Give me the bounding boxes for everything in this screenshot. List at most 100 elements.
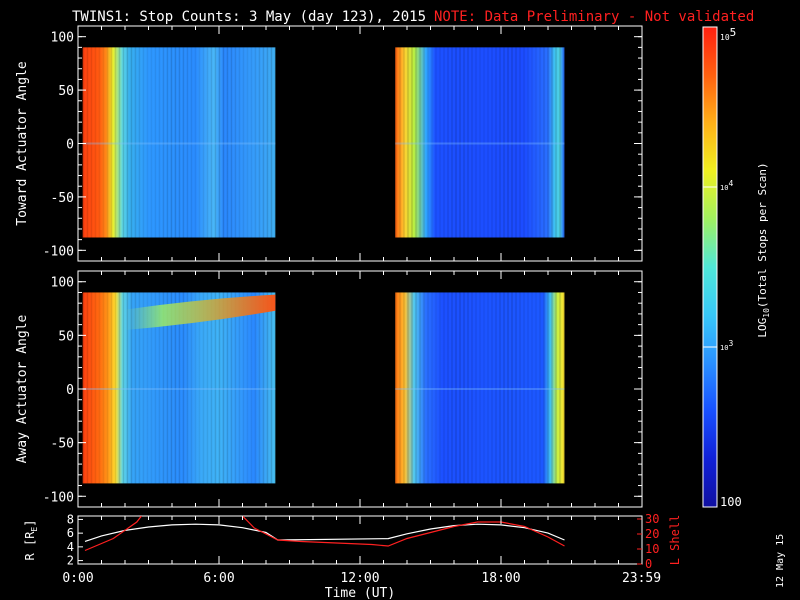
colorbar-top-label: 105 (720, 26, 736, 42)
panel-orbit-lines (84, 516, 565, 552)
orbit-xtick-label: 12:00 (340, 571, 379, 586)
orbit-left-tick-label: 2 (67, 554, 74, 568)
heatmap-stripe (479, 47, 481, 238)
heatmap-stripe (118, 47, 121, 238)
heatmap-stripe (515, 292, 517, 484)
heatmap-stripe (178, 47, 181, 238)
heatmap-stripe (455, 292, 457, 484)
ytick-label-away: -50 (51, 437, 74, 452)
heatmap-stripe (210, 47, 213, 238)
heatmap-stripe (94, 292, 97, 484)
heatmap-stripe (519, 292, 521, 484)
heatmap-stripe (258, 47, 261, 238)
orbit-left-ylabel-main: R [R (23, 531, 37, 561)
heatmap-stripe (475, 47, 477, 238)
panel-away-ticks: 100 50 0 -50 -100 (43, 271, 643, 507)
heatmap-stripe (162, 292, 165, 484)
heatmap-stripe (403, 47, 405, 238)
heatmap-stripe (182, 292, 185, 484)
heatmap-stripe (463, 47, 465, 238)
heatmap-stripe (479, 292, 481, 484)
chart-note: NOTE: Data Preliminary - Not validated (434, 9, 754, 25)
heatmap-stripe (230, 47, 233, 238)
colorbar-low-label: 103 (720, 339, 733, 352)
colorbar-mid-base: 10 (720, 184, 728, 192)
heatmap-stripe (206, 292, 209, 484)
colorbar-low-base: 10 (720, 344, 728, 352)
heatmap-stripe (114, 47, 117, 238)
heatmap-stripe (543, 292, 545, 484)
heatmap-stripe (563, 292, 565, 484)
heatmap-stripe (423, 292, 425, 484)
heatmap-stripe (214, 292, 217, 484)
heatmap-stripe (134, 292, 137, 484)
heatmap-stripe (427, 292, 429, 484)
heatmap-block-toward-0 (82, 47, 276, 238)
heatmap-stripe (98, 292, 101, 484)
heatmap-stripe (491, 47, 493, 238)
heatmap-stripe (411, 292, 413, 484)
heatmap-stripe (170, 292, 173, 484)
heatmap-stripe (98, 47, 101, 238)
heatmap-stripe (427, 47, 429, 238)
heatmap-stripe (234, 47, 237, 238)
heatmap-stripe (403, 292, 405, 484)
heatmap-stripe (234, 292, 237, 484)
heatmap-stripe (210, 292, 213, 484)
heatmap-stripe (246, 292, 249, 484)
heatmap-stripe (535, 292, 537, 484)
heatmap-stripe (186, 47, 189, 238)
heatmap-stripe (447, 47, 449, 238)
colorbar-axis-sub: 10 (762, 308, 771, 318)
heatmap-stripe (511, 47, 513, 238)
heatmap-stripe (491, 292, 493, 484)
heatmap-stripe (90, 292, 93, 484)
heatmap-stripe (551, 47, 553, 238)
heatmap-stripe (487, 47, 489, 238)
heatmap-stripe (242, 292, 245, 484)
chart-title: TWINS1: Stop Counts: 3 May (day 123), 20… (72, 9, 426, 25)
heatmap-stripe (499, 292, 501, 484)
heatmap-stripe (507, 47, 509, 238)
heatmap-stripe (82, 47, 85, 238)
heatmap-stripe (559, 292, 561, 484)
heatmap-stripe (158, 292, 161, 484)
heatmap-stripe (547, 292, 549, 484)
heatmap-stripe (563, 47, 565, 238)
heatmap-stripe (106, 292, 109, 484)
heatmap-stripe (451, 47, 453, 238)
heatmap-block-away-1 (395, 292, 565, 484)
heatmap-stripe (166, 47, 169, 238)
heatmap-stripe (399, 47, 401, 238)
heatmap-stripe (270, 292, 273, 484)
ytick-label-toward: 50 (58, 84, 74, 99)
colorbar-mid-exp: 4 (728, 179, 733, 188)
colorbar-gradient (702, 26, 718, 508)
heatmap-stripe (250, 47, 253, 238)
heatmap-stripe (254, 47, 257, 238)
heatmap-stripe (523, 47, 525, 238)
heatmap-stripe (174, 292, 177, 484)
orbit-right-tick-label: 20 (645, 527, 659, 541)
heatmap-stripe (126, 47, 129, 238)
heatmap-stripe (419, 47, 421, 238)
heatmap-stripe (178, 292, 181, 484)
heatmap-stripe (274, 47, 277, 238)
heatmap-stripe (459, 47, 461, 238)
heatmap-stripe (198, 292, 201, 484)
ytick-label-away: 100 (51, 276, 74, 291)
heatmap-stripe (150, 292, 153, 484)
heatmap-stripe (455, 47, 457, 238)
colorbar-top-exp: 5 (730, 26, 737, 39)
orbit-xtick-label: 18:00 (481, 571, 520, 586)
heatmap-stripe (154, 47, 157, 238)
heatmap-stripe (519, 47, 521, 238)
heatmap-stripe (515, 47, 517, 238)
heatmap-stripe (270, 47, 273, 238)
heatmap-stripe (431, 292, 433, 484)
heatmap-stripe (535, 47, 537, 238)
heatmap-stripe (503, 47, 505, 238)
heatmap-stripe (511, 292, 513, 484)
heatmap-stripe (146, 292, 149, 484)
orbit-left-ylabel: R [RE] (23, 520, 39, 561)
